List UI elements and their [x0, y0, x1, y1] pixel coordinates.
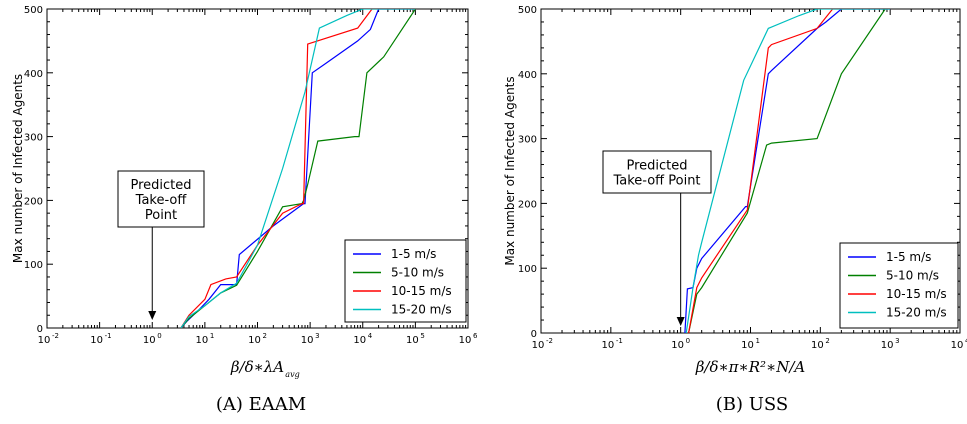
x-tick-exponent: 2	[263, 332, 267, 340]
x-tick-exponent: 0	[157, 332, 161, 340]
y-tick-label: 500	[518, 5, 537, 16]
annotation-arrow-head	[677, 317, 685, 326]
x-tick-exponent: 3	[895, 337, 899, 345]
chart-eaam: 10 -2 10 -1 10 0 10 1 10 2 10 3 10 4 10 5 10 601002003004…	[11, 5, 478, 415]
y-tick-label: 0	[531, 329, 537, 340]
annotation-text: Point	[145, 208, 177, 223]
y-tick-label: 200	[24, 196, 43, 207]
x-tick-exponent: -2	[546, 337, 553, 345]
y-tick-label: 400	[24, 69, 43, 80]
x-tick-label: 10	[459, 335, 472, 346]
x-tick-label: 10	[601, 340, 614, 351]
x-tick-exponent: 1	[756, 337, 760, 345]
y-tick-label: 200	[518, 199, 537, 210]
y-tick-label: 300	[518, 135, 537, 146]
x-tick-label: 10	[741, 340, 754, 351]
annotation-arrow-head	[148, 311, 156, 320]
x-tick-label: 10	[353, 335, 366, 346]
y-tick-label: 100	[518, 264, 537, 275]
annotation-text: Predicted	[626, 159, 687, 174]
x-tick-label: 10	[301, 335, 314, 346]
legend-label-1: 1-5 m/s	[391, 247, 436, 261]
x-tick-exponent: 3	[315, 332, 319, 340]
legend-label-1: 1-5 m/s	[886, 250, 931, 264]
x-tick-exponent: 0	[686, 337, 690, 345]
x-tick-label: 10	[406, 335, 419, 346]
x-axis-label: β/δ∗λA	[230, 358, 284, 376]
x-tick-label: 10	[90, 335, 103, 346]
legend-label-4: 15-20 m/s	[886, 306, 947, 320]
x-tick-label: 10	[38, 335, 51, 346]
x-tick-exponent: 4	[368, 332, 373, 340]
annotation-text: Take-off Point	[612, 174, 700, 189]
x-tick-label: 10	[143, 335, 156, 346]
legend-label-2: 5-10 m/s	[886, 269, 939, 283]
x-tick-label: 10	[248, 335, 261, 346]
chart-uss: 10-210-11001011021031040100200300400500M…	[503, 5, 967, 415]
y-tick-label: 0	[37, 324, 43, 335]
annotation-text: Take-off	[135, 193, 188, 208]
x-tick-exponent: 6	[473, 332, 478, 340]
x-tick-label: 10	[811, 340, 824, 351]
y-tick-label: 400	[518, 70, 537, 81]
figure-caption: (A) EAAM	[216, 394, 306, 415]
x-axis-label-subscript: avg	[285, 370, 299, 379]
x-tick-exponent: 1	[210, 332, 214, 340]
x-tick-label: 10	[532, 340, 545, 351]
x-tick-exponent: 2	[825, 337, 829, 345]
y-tick-label: 300	[24, 133, 43, 144]
x-tick-exponent: 5	[420, 332, 424, 340]
x-tick-exponent: -2	[52, 332, 59, 340]
x-axis-label: β/δ∗π∗R²∗N/A	[695, 358, 806, 376]
x-tick-label: 10	[671, 340, 684, 351]
x-tick-label: 10	[951, 340, 964, 351]
legend-label-4: 15-20 m/s	[391, 303, 452, 317]
legend-label-2: 5-10 m/s	[391, 266, 444, 280]
figure-caption: (B) USS	[716, 394, 789, 415]
x-tick-label: 10	[881, 340, 894, 351]
x-tick-label: 10	[196, 335, 209, 346]
x-tick-exponent: -1	[105, 332, 112, 340]
x-tick-exponent: -1	[616, 337, 623, 345]
legend-label-3: 10-15 m/s	[886, 287, 947, 301]
y-axis-label: Max number of Infected Agents	[503, 76, 517, 265]
y-tick-label: 100	[24, 260, 43, 271]
annotation-text: Predicted	[130, 178, 191, 193]
legend-label-3: 10-15 m/s	[391, 284, 452, 298]
y-axis-label: Max number of Infected Agents	[11, 74, 25, 263]
y-tick-label: 500	[24, 5, 43, 16]
